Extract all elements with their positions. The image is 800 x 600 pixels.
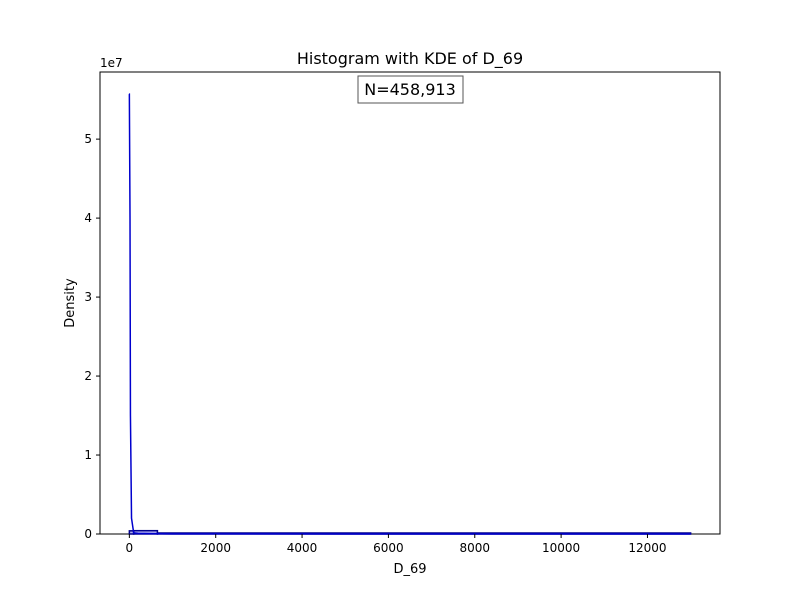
- x-tick-label: 2000: [200, 541, 231, 555]
- y-axis-ticks: 0 1 2 3 4 5: [84, 132, 100, 541]
- y-tick-label: 4: [84, 211, 92, 225]
- x-axis-label: D_69: [393, 562, 426, 577]
- kde-line: [128, 93, 691, 535]
- y-tick-label: 5: [84, 132, 92, 146]
- annotation-box: [357, 75, 464, 104]
- y-tick-label: 2: [84, 369, 92, 383]
- x-tick-label: 4000: [287, 541, 318, 555]
- x-axis-ticks: 0 2000 4000 6000 8000 10000 12000: [126, 534, 667, 555]
- y-tick-label: 1: [84, 448, 92, 462]
- y-tick-label: 3: [84, 290, 92, 304]
- sample-size-annotation: N=458,913: [357, 75, 464, 104]
- x-tick-label: 12000: [628, 541, 666, 555]
- plot-area: [99, 71, 721, 535]
- annotation-text: N=458,913: [364, 80, 456, 99]
- chart-title: Histogram with KDE of D_69: [297, 49, 523, 69]
- x-tick-label: 6000: [373, 541, 404, 555]
- y-offset-label: 1e7: [100, 56, 123, 70]
- kde-curve-layer: [128, 93, 691, 535]
- y-axis-label: Density: [63, 278, 78, 328]
- x-tick-label: 0: [126, 541, 134, 555]
- x-tick-label: 10000: [542, 541, 580, 555]
- y-tick-label: 0: [84, 527, 92, 541]
- x-tick-label: 8000: [459, 541, 490, 555]
